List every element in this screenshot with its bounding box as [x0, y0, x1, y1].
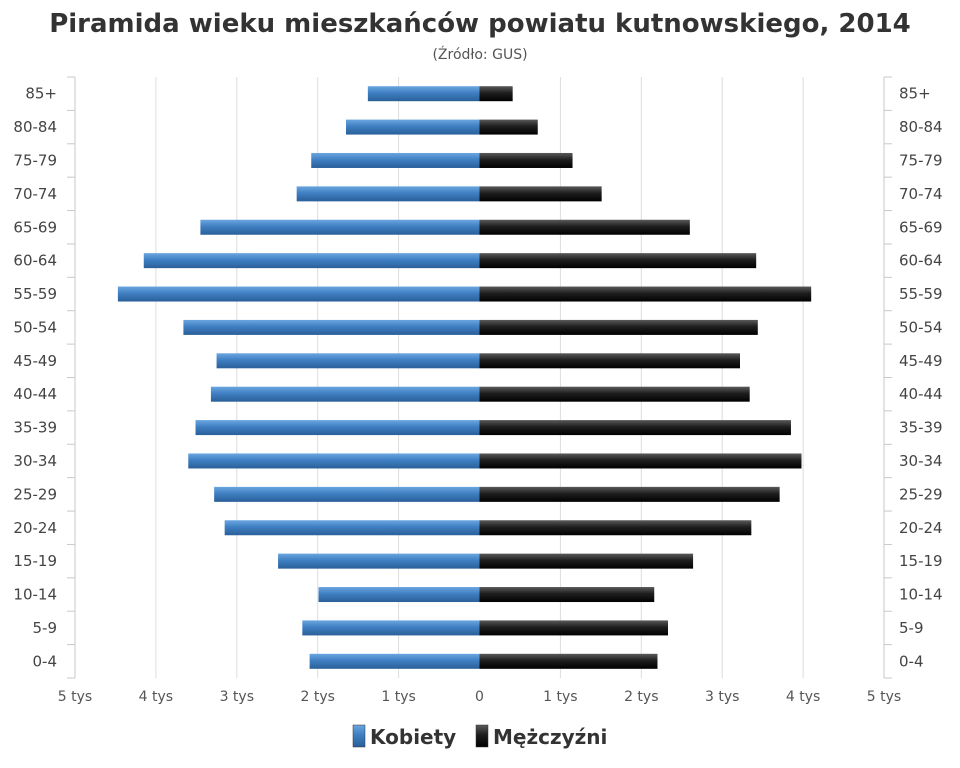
x-tick-label: 2 tys [624, 689, 658, 705]
category-label-left: 10-14 [13, 586, 57, 604]
bar-mezczyzni-25-29 [479, 486, 780, 502]
bar-kobiety-60-64 [143, 253, 480, 269]
axes [67, 76, 892, 679]
category-label-right: 0-4 [899, 652, 924, 670]
bar-kobiety-30-34 [188, 453, 480, 469]
bar-mezczyzni-20-24 [479, 520, 752, 536]
bar-kobiety-50-54 [183, 319, 480, 335]
category-label-left: 15-19 [13, 552, 57, 570]
x-tick-label: 5 tys [867, 689, 901, 705]
category-label-right: 25-29 [899, 485, 943, 503]
category-label-left: 30-34 [13, 452, 57, 470]
bar-kobiety-65-69 [200, 219, 480, 235]
bar-mezczyzni-15-19 [479, 553, 694, 569]
bar-mezczyzni-40-44 [479, 386, 750, 402]
category-label-right: 35-39 [899, 419, 943, 437]
legend-swatch [475, 724, 489, 748]
bar-kobiety-55-59 [117, 286, 480, 302]
bar-mezczyzni-65-69 [479, 219, 690, 235]
category-label-left: 85+ [25, 85, 57, 103]
x-tick-label: 3 tys [705, 689, 739, 705]
legend: Kobiety Mężczyźni [352, 724, 607, 749]
category-labels: 85+ 85+ 80-84 80-84 75-79 75-79 70-74 70-74 65-6… [13, 85, 942, 671]
bar-kobiety-70-74 [296, 186, 480, 202]
bar-kobiety-85+ [367, 86, 480, 102]
bar-mezczyzni-75-79 [479, 152, 573, 168]
chart-title: Piramida wieku mieszkańców powiatu kutno… [49, 9, 911, 39]
category-label-right: 30-34 [899, 452, 943, 470]
bar-mezczyzni-55-59 [479, 286, 812, 302]
bar-kobiety-0-4 [309, 653, 480, 669]
bar-kobiety-80-84 [346, 119, 480, 135]
legend-item-mezczyzni[interactable]: Mężczyźni [475, 724, 607, 749]
bar-kobiety-35-39 [195, 420, 480, 436]
category-label-left: 45-49 [13, 352, 57, 370]
bar-mezczyzni-80-84 [479, 119, 538, 135]
gridlines [155, 77, 804, 678]
bar-kobiety-15-19 [278, 553, 480, 569]
x-tick-label: 4 tys [786, 689, 820, 705]
category-label-left: 5-9 [33, 619, 58, 637]
bar-mezczyzni-30-34 [479, 453, 802, 469]
bar-kobiety-25-29 [214, 486, 480, 502]
category-label-left: 70-74 [13, 185, 57, 203]
x-tick-label: 0 [475, 689, 484, 705]
category-label-right: 70-74 [899, 185, 943, 203]
bars [117, 86, 812, 669]
bar-mezczyzni-50-54 [479, 319, 758, 335]
category-label-right: 20-24 [899, 519, 943, 537]
bar-kobiety-5-9 [302, 620, 480, 636]
category-label-left: 0-4 [33, 652, 58, 670]
category-label-left: 50-54 [13, 318, 57, 336]
bar-mezczyzni-5-9 [479, 620, 668, 636]
category-label-left: 60-64 [13, 252, 57, 270]
category-label-right: 5-9 [899, 619, 924, 637]
x-tick-label: 5 tys [58, 689, 92, 705]
category-label-right: 60-64 [899, 252, 943, 270]
category-label-left: 40-44 [13, 385, 57, 403]
x-tick-labels: 5 tys 4 tys 3 tys 2 tys 1 tys 0 1 tys 2 tys 3 ty… [58, 689, 901, 705]
category-label-left: 35-39 [13, 419, 57, 437]
bar-kobiety-75-79 [311, 152, 480, 168]
legend-swatch [352, 724, 366, 748]
category-label-right: 40-44 [899, 385, 943, 403]
category-label-left: 75-79 [13, 151, 57, 169]
category-label-right: 50-54 [899, 318, 943, 336]
x-tick-label: 3 tys [220, 689, 254, 705]
category-label-right: 65-69 [899, 218, 943, 236]
x-tick-label: 2 tys [300, 689, 334, 705]
category-label-left: 20-24 [13, 519, 57, 537]
category-label-left: 80-84 [13, 118, 57, 136]
x-tick-label: 1 tys [381, 689, 415, 705]
bar-kobiety-45-49 [216, 353, 480, 369]
bar-mezczyzni-0-4 [479, 653, 658, 669]
category-label-right: 45-49 [899, 352, 943, 370]
category-label-right: 85+ [899, 85, 931, 103]
bar-mezczyzni-85+ [479, 86, 513, 102]
bar-mezczyzni-70-74 [479, 186, 602, 202]
category-label-left: 25-29 [13, 485, 57, 503]
bar-mezczyzni-60-64 [479, 253, 757, 269]
x-tick-label: 1 tys [543, 689, 577, 705]
bar-mezczyzni-45-49 [479, 353, 740, 369]
category-label-right: 75-79 [899, 151, 943, 169]
legend-label: Kobiety [370, 725, 456, 749]
category-label-right: 80-84 [899, 118, 943, 136]
bar-mezczyzni-35-39 [479, 420, 791, 436]
category-label-left: 55-59 [13, 285, 57, 303]
chart-subtitle: (Źródło: GUS) [432, 45, 527, 63]
x-tick-label: 4 tys [139, 689, 173, 705]
bar-kobiety-40-44 [210, 386, 480, 402]
legend-label: Mężczyźni [493, 725, 607, 749]
bar-kobiety-10-14 [318, 587, 480, 603]
category-label-right: 15-19 [899, 552, 943, 570]
bar-kobiety-20-24 [224, 520, 480, 536]
legend-item-kobiety[interactable]: Kobiety [352, 724, 456, 749]
category-label-left: 65-69 [13, 218, 57, 236]
bar-mezczyzni-10-14 [479, 587, 655, 603]
category-label-right: 55-59 [899, 285, 943, 303]
category-label-right: 10-14 [899, 586, 943, 604]
